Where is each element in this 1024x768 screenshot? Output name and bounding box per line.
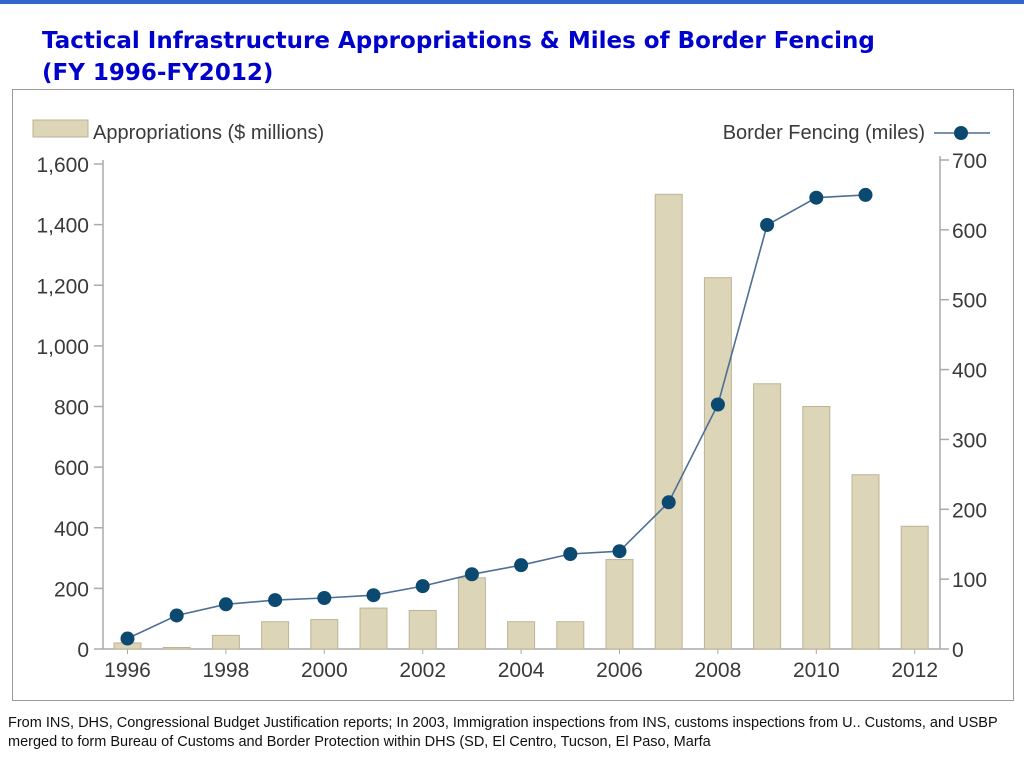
legend-fencing-label: Border Fencing (miles) — [723, 122, 925, 144]
fencing-point-2004 — [514, 558, 529, 573]
bar-appropriations-2008 — [703, 277, 732, 650]
fencing-point-2002 — [415, 579, 430, 594]
y-left-tick-label: 1,000 — [36, 336, 89, 359]
fencing-point-1996 — [120, 631, 135, 646]
bar-appropriations-2010 — [802, 406, 831, 650]
bar-appropriations-2012 — [900, 525, 929, 650]
x-tick-label: 2012 — [891, 659, 938, 682]
y-left-tick-label: 800 — [54, 397, 89, 420]
x-tick-label: 1996 — [104, 659, 151, 682]
fencing-point-2010 — [809, 190, 824, 205]
y-left-tick-label: 1,400 — [36, 215, 89, 238]
fencing-point-2003 — [464, 567, 479, 582]
fencing-point-2009 — [760, 217, 775, 232]
y-left-tick-label: 0 — [77, 639, 89, 662]
legend-appropriations-swatch — [32, 119, 89, 138]
bar-appropriations-1997 — [162, 646, 191, 650]
bar-appropriations-2005 — [556, 621, 585, 650]
fencing-point-2006 — [612, 544, 627, 559]
title-line-2: (FY 1996-FY2012) — [42, 60, 274, 86]
y-right-tick-label: 400 — [952, 360, 987, 383]
bar-appropriations-1999 — [261, 621, 290, 650]
y-right-tick-label: 700 — [952, 150, 987, 173]
bar-appropriations-2007 — [654, 193, 683, 650]
bar-appropriations-2000 — [310, 619, 339, 650]
line-layer — [120, 187, 873, 646]
fencing-point-1999 — [268, 593, 283, 608]
y-left-tick-label: 600 — [54, 457, 89, 480]
legend: Appropriations ($ millions) Border Fenci… — [32, 119, 990, 144]
bar-appropriations-2001 — [359, 607, 388, 650]
fencing-point-2000 — [317, 591, 332, 606]
y-right-tick-label: 500 — [952, 290, 987, 313]
x-tick-label: 2008 — [695, 659, 742, 682]
y-left-tick-label: 200 — [54, 578, 89, 601]
footnote: From INS, DHS, Congressional Budget Just… — [8, 715, 998, 750]
fencing-point-2011 — [858, 187, 873, 202]
bar-appropriations-2003 — [457, 577, 486, 650]
x-tick-label: 1998 — [203, 659, 250, 682]
bar-appropriations-2004 — [507, 621, 536, 650]
bar-appropriations-2011 — [851, 474, 880, 650]
bars-layer — [113, 193, 929, 650]
y-left-tick-label: 400 — [54, 518, 89, 541]
fencing-point-1998 — [218, 597, 233, 612]
fencing-point-2007 — [661, 495, 676, 510]
y-right-tick-label: 600 — [952, 220, 987, 243]
title-line-1: Tactical Infrastructure Appropriations &… — [42, 28, 875, 54]
x-tick-label: 2002 — [399, 659, 446, 682]
y-right-tick-label: 0 — [952, 639, 964, 662]
y-right-tick-label: 200 — [952, 499, 987, 522]
bar-appropriations-2009 — [753, 383, 782, 650]
chart-frame — [12, 89, 1014, 701]
fencing-line — [127, 194, 866, 640]
x-tick-label: 2004 — [498, 659, 545, 682]
x-tick-label: 2006 — [596, 659, 643, 682]
top-accent-rule — [0, 0, 1024, 4]
x-tick-label: 2000 — [301, 659, 348, 682]
y-left-tick-label: 1,200 — [36, 275, 89, 298]
y-left-tick-label: 1,600 — [36, 154, 89, 177]
bar-appropriations-1998 — [211, 634, 240, 650]
y-right-tick-label: 300 — [952, 429, 987, 452]
legend-appropriations-label: Appropriations ($ millions) — [93, 122, 324, 144]
bar-appropriations-2006 — [605, 559, 634, 650]
y-right-tick-label: 100 — [952, 569, 987, 592]
axes-layer: 0 200 400 600 800 1,000 1,200 1,400 1,600 0 100 200… — [36, 150, 987, 682]
fencing-point-1997 — [169, 608, 184, 623]
bar-appropriations-2002 — [408, 610, 437, 650]
fencing-point-2008 — [710, 397, 725, 412]
fencing-point-2005 — [563, 546, 578, 561]
x-tick-label: 2010 — [793, 659, 840, 682]
slide-title: Tactical Infrastructure Appropriations &… — [42, 25, 1012, 89]
legend-fencing-marker — [954, 126, 968, 140]
fencing-point-2001 — [366, 588, 381, 603]
